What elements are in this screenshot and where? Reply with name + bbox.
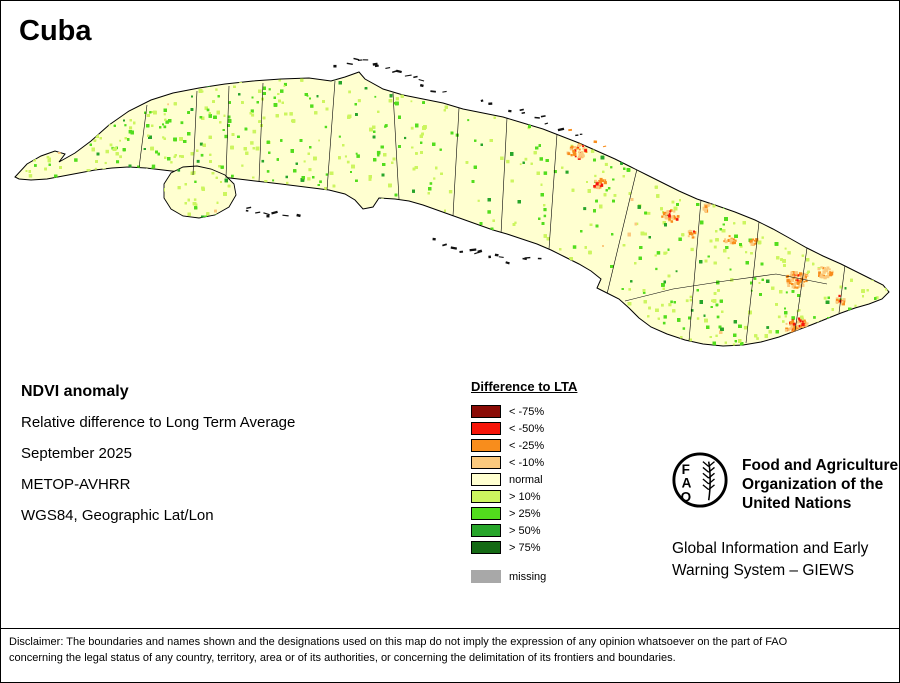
legend-label: normal (509, 473, 543, 486)
fao-logo-letter: F (682, 462, 690, 477)
giews-line: Warning System – GIEWS (672, 562, 855, 579)
legend-label: > 10% (509, 490, 541, 503)
legend-swatch (471, 524, 501, 537)
legend-item: > 25% (471, 505, 577, 522)
legend-label: < -50% (509, 422, 545, 435)
legend-label: > 50% (509, 524, 541, 537)
legend-item: > 10% (471, 488, 577, 505)
legend-item: > 75% (471, 539, 577, 556)
legend-swatch (471, 541, 501, 554)
info-sensor: METOP-AVHRR (21, 476, 131, 493)
fao-org-line: Organization of the (742, 476, 884, 493)
legend-label: < -75% (509, 405, 545, 418)
page-title: Cuba (19, 15, 92, 47)
legend-item: > 50% (471, 522, 577, 539)
legend-swatch (471, 473, 501, 486)
fao-block: F A O Food and Agriculture Organization … (671, 451, 898, 513)
legend-item: < -25% (471, 437, 577, 454)
legend-swatch (471, 507, 501, 520)
info-subtitle: Relative difference to Long Term Average (21, 414, 296, 431)
giews-line: Global Information and Early (672, 540, 869, 557)
fao-logo: F A O (672, 452, 728, 508)
legend-item: normal (471, 471, 577, 488)
info-projection: WGS84, Geographic Lat/Lon (21, 507, 214, 524)
footer-divider (1, 628, 899, 629)
fao-logo-letter: O (681, 489, 692, 504)
legend-item: < -75% (471, 403, 577, 420)
legend-label: > 25% (509, 507, 541, 520)
disclaimer-text: Disclaimer: The boundaries and names sho… (9, 634, 787, 666)
map-info-block: NDVI anomaly Relative difference to Long… (21, 382, 295, 538)
legend-swatch (471, 405, 501, 418)
info-heading: NDVI anomaly (21, 383, 129, 400)
legend-item: < -50% (471, 420, 577, 437)
fao-org-line: United Nations (742, 495, 852, 512)
info-date: September 2025 (21, 445, 132, 462)
legend-label: > 75% (509, 541, 541, 554)
legend-label: missing (509, 570, 547, 583)
legend-item: < -10% (471, 454, 577, 471)
legend-swatch (471, 439, 501, 452)
legend-item-missing: missing (471, 568, 577, 585)
fao-org-name: Food and Agriculture Organization of the… (742, 456, 898, 513)
legend-swatch (471, 570, 501, 583)
fao-org-line: Food and Agriculture (742, 457, 899, 474)
isla-de-la-juventud-shape (163, 165, 237, 219)
cuba-mainland-shape (14, 71, 890, 347)
legend-label: < -10% (509, 456, 545, 469)
offshore-cays (245, 57, 607, 265)
legend-swatch (471, 490, 501, 503)
giews-label: Global Information and Early Warning Sys… (672, 538, 868, 582)
legend-swatch (471, 456, 501, 469)
disclaimer-line: Disclaimer: The boundaries and names sho… (9, 636, 788, 648)
legend-swatch (471, 422, 501, 435)
disclaimer-line: concerning the legal status of any count… (9, 652, 676, 664)
legend: Difference to LTA < -75% < -50% < -25% <… (471, 379, 577, 585)
legend-label: < -25% (509, 439, 545, 452)
fao-logo-letter: A (682, 476, 692, 491)
province-boundaries (138, 80, 846, 344)
wheat-ear-icon (702, 461, 715, 501)
legend-title: Difference to LTA (471, 379, 578, 394)
